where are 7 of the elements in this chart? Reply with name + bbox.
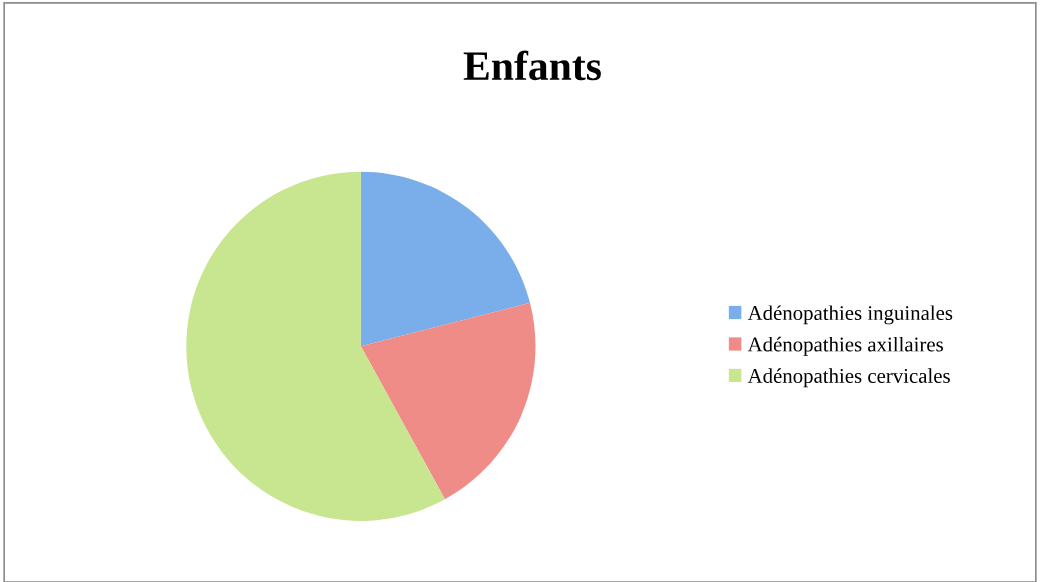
pie-slice [360,171,530,347]
legend-label: Adénopathies cervicales [747,368,950,388]
pie-slice [186,171,445,521]
pie-slice [360,302,536,500]
legend-label: Adénopathies inguinales [747,305,953,325]
legend-label: Adénopathies axillaires [747,336,943,356]
chart-title: Enfants [463,50,601,81]
